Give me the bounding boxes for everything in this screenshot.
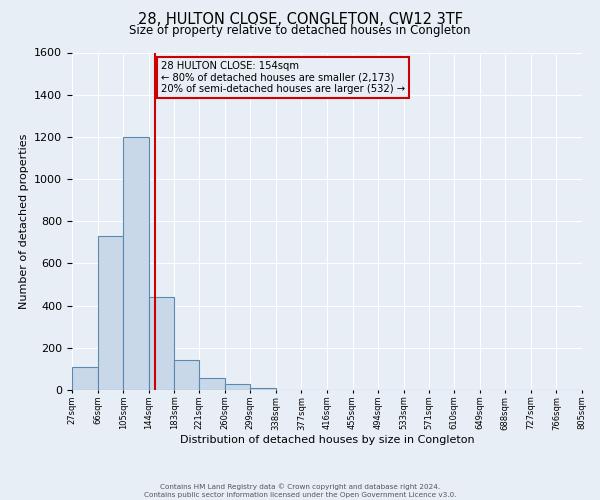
Bar <box>98 236 123 390</box>
Text: Size of property relative to detached houses in Congleton: Size of property relative to detached ho… <box>129 24 471 37</box>
Bar <box>250 388 276 390</box>
Text: 28, HULTON CLOSE, CONGLETON, CW12 3TF: 28, HULTON CLOSE, CONGLETON, CW12 3TF <box>137 12 463 28</box>
Text: 28 HULTON CLOSE: 154sqm
← 80% of detached houses are smaller (2,173)
20% of semi: 28 HULTON CLOSE: 154sqm ← 80% of detache… <box>161 61 406 94</box>
Bar <box>174 360 199 390</box>
X-axis label: Distribution of detached houses by size in Congleton: Distribution of detached houses by size … <box>179 435 475 445</box>
Text: Contains HM Land Registry data © Crown copyright and database right 2024.
Contai: Contains HM Land Registry data © Crown c… <box>144 484 456 498</box>
Bar <box>123 137 149 390</box>
Bar <box>199 378 225 390</box>
Y-axis label: Number of detached properties: Number of detached properties <box>19 134 29 309</box>
Bar <box>149 297 174 390</box>
Bar <box>72 367 98 390</box>
Bar <box>225 384 250 390</box>
